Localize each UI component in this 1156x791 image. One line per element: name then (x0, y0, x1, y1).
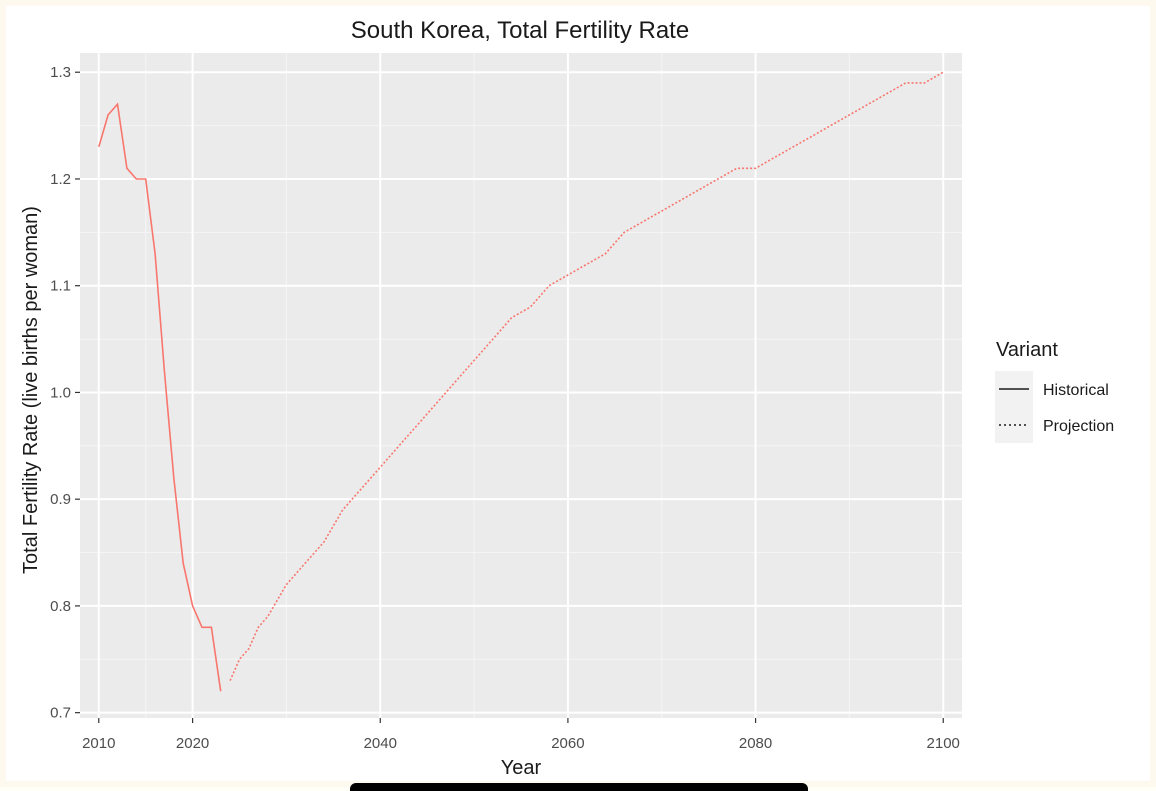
x-tick-label: 2080 (739, 735, 772, 752)
y-tick-label: 1.0 (50, 384, 71, 401)
x-tick-label: 2010 (82, 735, 115, 752)
legend-label-historical: Historical (1043, 382, 1109, 399)
legend: Variant Historical Projection (995, 339, 1114, 443)
series-line-historical (98, 102, 222, 692)
y-tick-label: 0.9 (50, 491, 71, 508)
chart-title: South Korea, Total Fertility Rate (351, 17, 689, 44)
legend-title: Variant (996, 339, 1058, 361)
x-axis-title: Year (501, 757, 542, 779)
y-axis-ticks: 0.7 0.8 0.9 1.0 1.1 1.2 1.3 (50, 64, 80, 722)
series-lines (98, 71, 944, 692)
legend-label-projection: Projection (1043, 418, 1114, 435)
plot-panel (80, 53, 962, 718)
bottom-bar (350, 783, 808, 791)
x-tick-label: 2060 (551, 735, 584, 752)
minor-gridlines (80, 53, 962, 718)
series-line-projection (229, 71, 944, 681)
y-tick-label: 0.8 (50, 598, 71, 615)
y-axis-title: Total Fertility Rate (live births per wo… (20, 206, 42, 574)
x-tick-label: 2040 (364, 735, 397, 752)
y-tick-label: 0.7 (50, 705, 71, 722)
y-tick-label: 1.1 (50, 278, 71, 295)
x-tick-label: 2100 (927, 735, 960, 752)
x-axis-ticks: 2010 2020 2040 2060 2080 2100 (82, 718, 960, 752)
x-tick-label: 2020 (176, 735, 209, 752)
y-tick-label: 1.2 (50, 171, 71, 188)
y-tick-label: 1.3 (50, 64, 71, 81)
